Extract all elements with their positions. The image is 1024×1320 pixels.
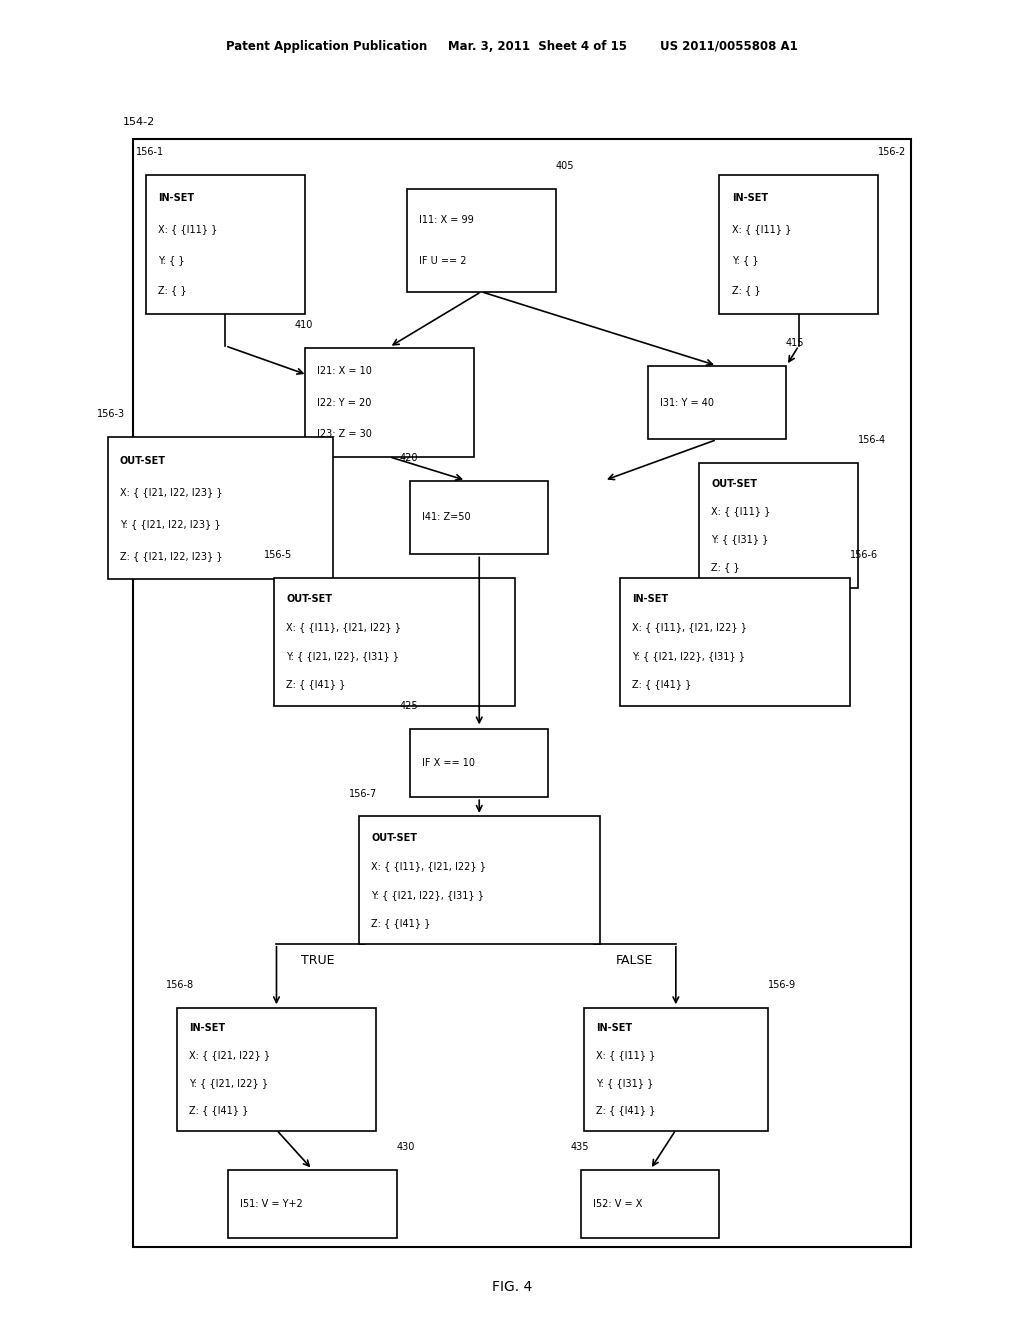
Text: 154-2: 154-2: [123, 117, 155, 128]
FancyBboxPatch shape: [410, 729, 549, 797]
FancyBboxPatch shape: [698, 463, 858, 589]
Text: IN-SET: IN-SET: [731, 193, 768, 203]
Text: Y: { {I31} }: Y: { {I31} }: [711, 535, 769, 544]
Text: Patent Application Publication     Mar. 3, 2011  Sheet 4 of 15        US 2011/00: Patent Application Publication Mar. 3, 2…: [226, 40, 798, 53]
Text: IN-SET: IN-SET: [632, 594, 669, 603]
FancyBboxPatch shape: [582, 1170, 719, 1238]
Text: 156-5: 156-5: [264, 549, 292, 560]
Text: IN-SET: IN-SET: [159, 193, 195, 203]
Text: 156-9: 156-9: [768, 979, 796, 990]
FancyBboxPatch shape: [719, 176, 879, 314]
Text: X: { {I11} }: X: { {I11} }: [596, 1051, 655, 1060]
Text: Y: { {I31} }: Y: { {I31} }: [596, 1078, 653, 1088]
Text: 430: 430: [396, 1142, 415, 1152]
Text: I52: V = X: I52: V = X: [594, 1199, 643, 1209]
Text: Z: { }: Z: { }: [159, 285, 186, 296]
Text: Y: { {I21, I22} }: Y: { {I21, I22} }: [189, 1078, 268, 1088]
Text: OUT-SET: OUT-SET: [287, 594, 332, 603]
FancyBboxPatch shape: [305, 348, 473, 458]
Text: I11: X = 99: I11: X = 99: [420, 215, 474, 224]
Text: 156-4: 156-4: [858, 434, 886, 445]
Text: Z: { }: Z: { }: [731, 285, 760, 296]
Text: X: { {I11}, {I21, I22} }: X: { {I11}, {I21, I22} }: [372, 861, 486, 871]
FancyBboxPatch shape: [410, 480, 549, 554]
Text: IF U == 2: IF U == 2: [420, 256, 467, 265]
Text: IF X == 10: IF X == 10: [423, 758, 475, 768]
Text: OUT-SET: OUT-SET: [711, 479, 757, 488]
FancyBboxPatch shape: [133, 139, 911, 1247]
Text: 405: 405: [555, 161, 574, 172]
Text: 156-8: 156-8: [166, 979, 195, 990]
Text: I31: Y = 40: I31: Y = 40: [659, 397, 714, 408]
Text: Z: { {I41} }: Z: { {I41} }: [287, 680, 345, 689]
Text: X: { {I11} }: X: { {I11} }: [711, 507, 770, 516]
FancyBboxPatch shape: [647, 366, 786, 438]
Text: 425: 425: [399, 701, 419, 711]
FancyBboxPatch shape: [146, 176, 305, 314]
Text: X: { {I11} }: X: { {I11} }: [731, 224, 791, 234]
FancyBboxPatch shape: [359, 816, 600, 945]
Text: OUT-SET: OUT-SET: [372, 833, 417, 842]
Text: 156-7: 156-7: [348, 788, 377, 799]
Text: 156-6: 156-6: [850, 549, 879, 560]
Text: X: { {I21, I22, I23} }: X: { {I21, I22, I23} }: [120, 487, 222, 498]
FancyBboxPatch shape: [407, 189, 555, 292]
Text: FALSE: FALSE: [616, 954, 653, 968]
Text: I23: Z = 30: I23: Z = 30: [317, 429, 372, 440]
Text: IN-SET: IN-SET: [596, 1023, 632, 1034]
Text: X: { {I11} }: X: { {I11} }: [159, 224, 217, 234]
Text: X: { {I11}, {I21, I22} }: X: { {I11}, {I21, I22} }: [287, 622, 401, 632]
Text: 435: 435: [571, 1142, 590, 1152]
FancyBboxPatch shape: [177, 1008, 377, 1130]
FancyBboxPatch shape: [227, 1170, 396, 1238]
Text: I21: X = 10: I21: X = 10: [317, 366, 372, 376]
Text: 415: 415: [786, 338, 805, 348]
Text: FIG. 4: FIG. 4: [492, 1280, 532, 1294]
Text: Y: { }: Y: { }: [731, 255, 759, 264]
Text: 410: 410: [295, 319, 312, 330]
Text: X: { {I11}, {I21, I22} }: X: { {I11}, {I21, I22} }: [632, 622, 748, 632]
Text: Z: { }: Z: { }: [711, 562, 739, 572]
Text: I51: V = Y+2: I51: V = Y+2: [240, 1199, 303, 1209]
Text: 156-3: 156-3: [97, 409, 125, 420]
Text: I41: Z=50: I41: Z=50: [423, 512, 471, 523]
Text: Z: { {I41} }: Z: { {I41} }: [596, 1105, 655, 1115]
Text: X: { {I21, I22} }: X: { {I21, I22} }: [189, 1051, 270, 1060]
Text: OUT-SET: OUT-SET: [120, 455, 166, 466]
FancyBboxPatch shape: [584, 1008, 768, 1130]
Text: IN-SET: IN-SET: [189, 1023, 225, 1034]
Text: Y: { }: Y: { }: [159, 255, 185, 264]
Text: Y: { {I21, I22}, {I31} }: Y: { {I21, I22}, {I31} }: [372, 890, 484, 900]
Text: Z: { {I41} }: Z: { {I41} }: [372, 919, 430, 928]
Text: 156-1: 156-1: [135, 147, 164, 157]
Text: I22: Y = 20: I22: Y = 20: [317, 397, 372, 408]
Text: 156-2: 156-2: [879, 147, 906, 157]
Text: Y: { {I21, I22}, {I31} }: Y: { {I21, I22}, {I31} }: [287, 651, 399, 661]
Text: Y: { {I21, I22, I23} }: Y: { {I21, I22, I23} }: [120, 519, 220, 529]
Text: 420: 420: [399, 453, 419, 463]
Text: Z: { {I21, I22, I23} }: Z: { {I21, I22, I23} }: [120, 550, 222, 561]
Text: Z: { {I41} }: Z: { {I41} }: [189, 1105, 248, 1115]
FancyBboxPatch shape: [274, 578, 514, 705]
FancyBboxPatch shape: [108, 437, 333, 579]
Text: Y: { {I21, I22}, {I31} }: Y: { {I21, I22}, {I31} }: [632, 651, 745, 661]
Text: TRUE: TRUE: [301, 954, 334, 968]
Text: Z: { {I41} }: Z: { {I41} }: [632, 680, 691, 689]
FancyBboxPatch shape: [620, 578, 850, 705]
